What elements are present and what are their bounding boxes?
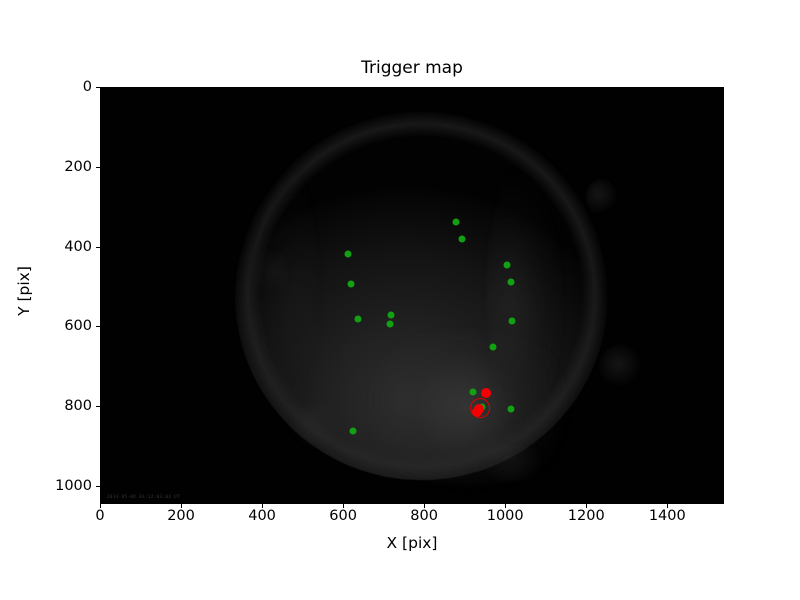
x-tick-mark xyxy=(586,504,588,508)
candidate-marker xyxy=(354,315,362,323)
y-tick-label: 600 xyxy=(64,318,92,335)
trigger-ring-marker xyxy=(469,398,490,419)
candidate-marker xyxy=(489,343,497,351)
candidate-marker xyxy=(503,261,511,269)
lunar-disk-rim xyxy=(234,110,608,481)
limb-shading-right xyxy=(486,117,624,474)
trigger-marker xyxy=(480,388,491,399)
x-axis-label: X [pix] xyxy=(386,534,438,552)
crater-detail xyxy=(586,179,618,217)
y-axis-label: Y [pix] xyxy=(15,266,33,316)
crater-detail xyxy=(474,444,549,483)
y-tick-mark xyxy=(96,87,100,88)
x-tick-label: 0 xyxy=(95,508,105,524)
x-tick-mark xyxy=(100,504,101,508)
crater-detail xyxy=(287,403,344,450)
x-tick-mark xyxy=(181,504,183,508)
x-tick-label: 1200 xyxy=(567,508,605,524)
x-tick-mark xyxy=(343,504,345,508)
y-tick-label: 400 xyxy=(64,238,92,255)
x-tick-label: 200 xyxy=(167,508,195,524)
x-tick-mark xyxy=(262,504,264,508)
x-tick-mark xyxy=(667,504,669,508)
x-tick-label: 1000 xyxy=(486,508,524,524)
y-tick-label: 1000 xyxy=(55,478,92,495)
y-tick-label: 0 xyxy=(82,79,92,95)
chart-title: Trigger map xyxy=(361,58,463,78)
candidate-marker xyxy=(508,317,516,325)
crater-detail xyxy=(598,345,643,387)
x-tick-label: 800 xyxy=(410,508,438,524)
burned-in-timestamp: 2014-05-04 01:12:03.04 UT xyxy=(107,494,181,499)
x-tick-label: 600 xyxy=(329,508,357,524)
plot-axes: 2014-05-04 01:12:03.04 UT xyxy=(100,87,724,504)
y-tick-mark xyxy=(96,486,100,488)
y-tick-mark xyxy=(96,406,100,408)
candidate-marker xyxy=(344,250,352,258)
x-tick-mark xyxy=(505,504,507,508)
candidate-marker xyxy=(387,311,395,319)
y-tick-mark xyxy=(96,326,100,328)
crater-detail xyxy=(250,245,288,296)
candidate-marker xyxy=(349,427,357,435)
candidate-marker xyxy=(507,278,515,286)
terminator-glow xyxy=(349,328,587,487)
candidate-marker xyxy=(469,388,477,396)
y-tick-label: 200 xyxy=(64,158,92,175)
y-tick-label: 800 xyxy=(64,398,92,415)
candidate-marker xyxy=(347,280,355,288)
x-tick-mark xyxy=(424,504,426,508)
x-tick-label: 1400 xyxy=(648,508,686,524)
limb-shading-left xyxy=(206,129,319,462)
candidate-marker xyxy=(458,235,466,243)
candidate-marker xyxy=(386,320,394,328)
y-tick-mark xyxy=(96,166,100,168)
x-tick-label: 400 xyxy=(248,508,276,524)
candidate-marker xyxy=(507,405,515,413)
y-tick-mark xyxy=(96,246,100,248)
candidate-marker xyxy=(452,218,460,226)
